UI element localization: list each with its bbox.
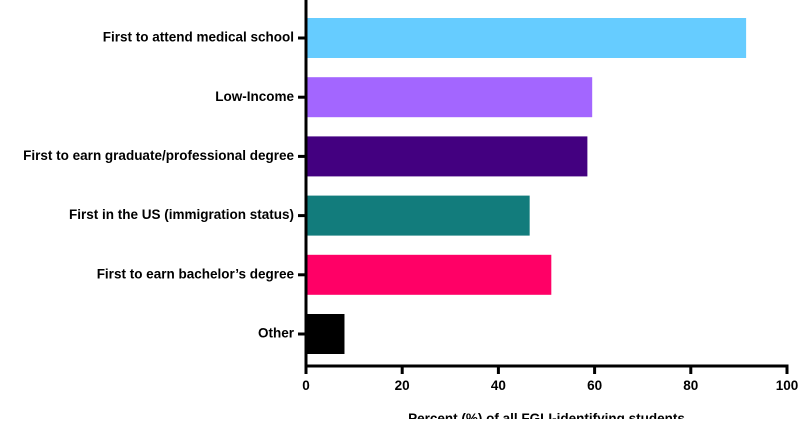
bar-1 [306, 77, 593, 118]
bar-4 [306, 254, 552, 295]
category-label-3: First in the US (immigration status) [69, 207, 294, 222]
category-labels: First to attend medical school Low-Income… [23, 30, 306, 341]
bar-0 [306, 18, 747, 58]
category-label-4: First to earn bachelor’s degree [97, 266, 295, 281]
x-tick-label-2: 40 [491, 378, 506, 393]
x-tick-label-5: 100 [776, 378, 799, 393]
bar-5 [306, 314, 345, 354]
category-label-0: First to attend medical school [103, 30, 294, 45]
category-label-5: Other [258, 326, 295, 341]
x-tick-label-4: 80 [683, 378, 698, 393]
category-label-1: Low-Income [215, 89, 294, 104]
x-tick-label-1: 20 [395, 378, 410, 393]
x-tick-label-0: 0 [302, 378, 310, 393]
x-tick-label-3: 60 [587, 378, 602, 393]
x-axis-ticks: 0 20 40 60 80 100 [302, 366, 798, 393]
x-axis-title: Percent (%) of all FGLI-identifying stud… [408, 411, 685, 419]
bars-layer [306, 18, 747, 354]
bar-2 [306, 136, 588, 177]
category-label-2: First to earn graduate/professional degr… [23, 148, 294, 163]
bar-3 [306, 195, 530, 236]
